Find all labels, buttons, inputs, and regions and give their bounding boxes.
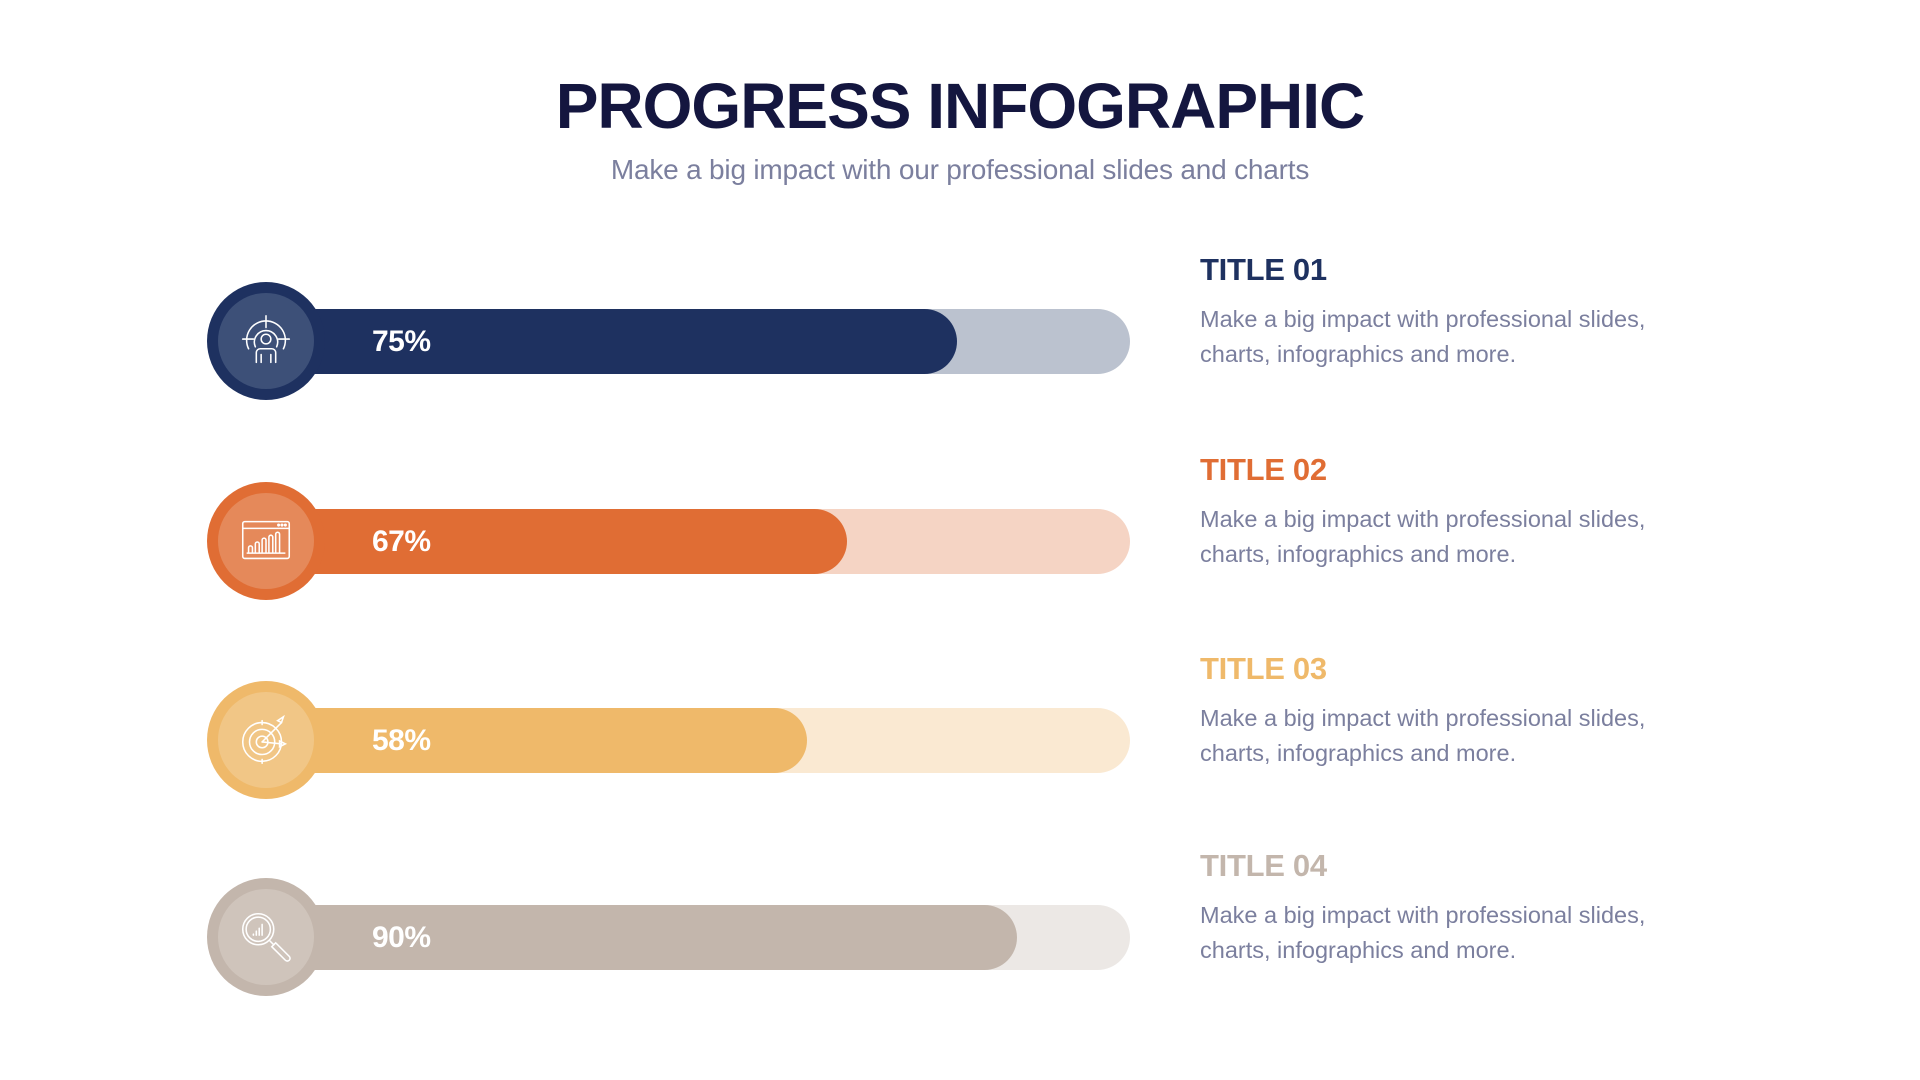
item-title: TITLE 04 [1200,848,1327,883]
icon-badge-inner [218,293,314,389]
slide-title: PROGRESS INFOGRAPHIC [555,70,1366,142]
target-person-icon [241,315,291,364]
icon-badge [207,482,325,600]
progress-percent: 58% [372,724,431,757]
item-title: TITLE 03 [1200,651,1327,686]
item-description-line: charts, infographics and more. [1200,541,1517,567]
item-description: Make a big impact with professional slid… [1200,302,1760,372]
progress-percent: 67% [372,525,431,558]
icon-badge [207,282,325,400]
progress-fill [266,509,847,574]
icon-badge [207,878,325,996]
icon-badge-inner [218,493,314,589]
icon-badge-inner [218,889,314,985]
progress-fill [266,309,957,374]
item-description: Make a big impact with professional slid… [1200,898,1760,968]
item-description-line: charts, infographics and more. [1200,341,1517,367]
item-description: Make a big impact with professional slid… [1200,701,1760,771]
progress-row-2: 67% TITLE 02 Make a big impact with prof… [0,452,1920,621]
item-description-line: Make a big impact with professional slid… [1200,902,1646,928]
progress-fill [266,905,1017,970]
slide-subtitle: Make a big impact with our professional … [610,154,1310,185]
progress-row-4: 90% TITLE 04 Make a big impact with prof… [0,848,1920,1017]
progress-row-1: 75% TITLE 01 Make a big impact with prof… [0,252,1920,421]
icon-badge [207,681,325,799]
item-description-line: Make a big impact with professional slid… [1200,306,1646,332]
progress-fill [266,708,807,773]
item-title: TITLE 02 [1200,452,1327,487]
magnifier-chart-icon [241,912,291,962]
target-arrow-icon [241,714,288,765]
icon-badge-inner [218,692,314,788]
item-description-line: Make a big impact with professional slid… [1200,506,1646,532]
progress-row-3: 58% TITLE 03 Make a big impact with prof… [0,651,1920,820]
item-description: Make a big impact with professional slid… [1200,502,1760,572]
progress-percent: 75% [372,325,431,358]
item-description-line: Make a big impact with professional slid… [1200,705,1646,731]
progress-percent: 90% [372,921,431,954]
item-description-line: charts, infographics and more. [1200,740,1517,766]
browser-bar-chart-icon [241,520,291,560]
item-title: TITLE 01 [1200,252,1327,287]
item-description-line: charts, infographics and more. [1200,937,1517,963]
